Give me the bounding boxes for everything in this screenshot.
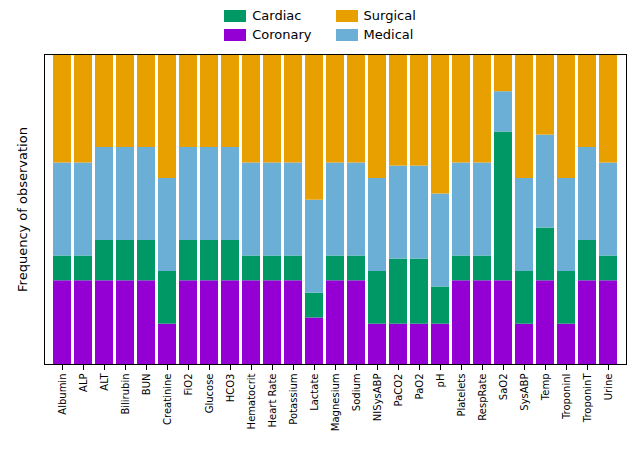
svg-text:Glucose: Glucose (204, 374, 215, 414)
svg-text:Urine: Urine (603, 374, 614, 401)
svg-text:Sodium: Sodium (351, 374, 362, 412)
svg-text:Albumin: Albumin (57, 374, 68, 415)
svg-text:Magnesium: Magnesium (330, 374, 341, 432)
svg-text:SysABP: SysABP (519, 374, 530, 411)
svg-text:SaO2: SaO2 (498, 374, 509, 401)
svg-text:Frequency of observation: Frequency of observation (15, 127, 30, 292)
svg-text:PaCO2: PaCO2 (393, 374, 404, 407)
svg-text:Platelets: Platelets (456, 374, 467, 417)
svg-text:HCO3: HCO3 (225, 374, 236, 403)
svg-text:Hematocrit: Hematocrit (246, 373, 257, 429)
svg-text:ALP: ALP (78, 374, 89, 392)
html-text:Surgical: Surgical (363, 8, 416, 23)
svg-text:pH: pH (435, 374, 446, 388)
svg-text:NISysABP: NISysABP (372, 374, 383, 422)
svg-text:PaO2: PaO2 (414, 374, 425, 400)
html-text:Coronary: Coronary (252, 27, 312, 42)
svg-text:TroponinT: TroponinT (582, 373, 593, 424)
svg-text:Creatinine: Creatinine (162, 374, 173, 425)
svg-text:Potassium: Potassium (288, 374, 299, 425)
svg-text:RespRate: RespRate (477, 374, 488, 421)
html-text:Cardiac: Cardiac (252, 8, 302, 23)
svg-text:Heart Rate: Heart Rate (267, 374, 278, 428)
svg-text:BUN: BUN (141, 374, 152, 396)
svg-text:ALT: ALT (99, 373, 110, 391)
svg-text:TroponinI: TroponinI (561, 374, 572, 421)
svg-text:FiO2: FiO2 (183, 374, 194, 396)
svg-text:Temp: Temp (540, 374, 551, 402)
svg-text:Lactate: Lactate (309, 374, 320, 411)
html-text:Medical: Medical (363, 27, 414, 42)
svg-text:Bilirubin: Bilirubin (120, 374, 131, 415)
